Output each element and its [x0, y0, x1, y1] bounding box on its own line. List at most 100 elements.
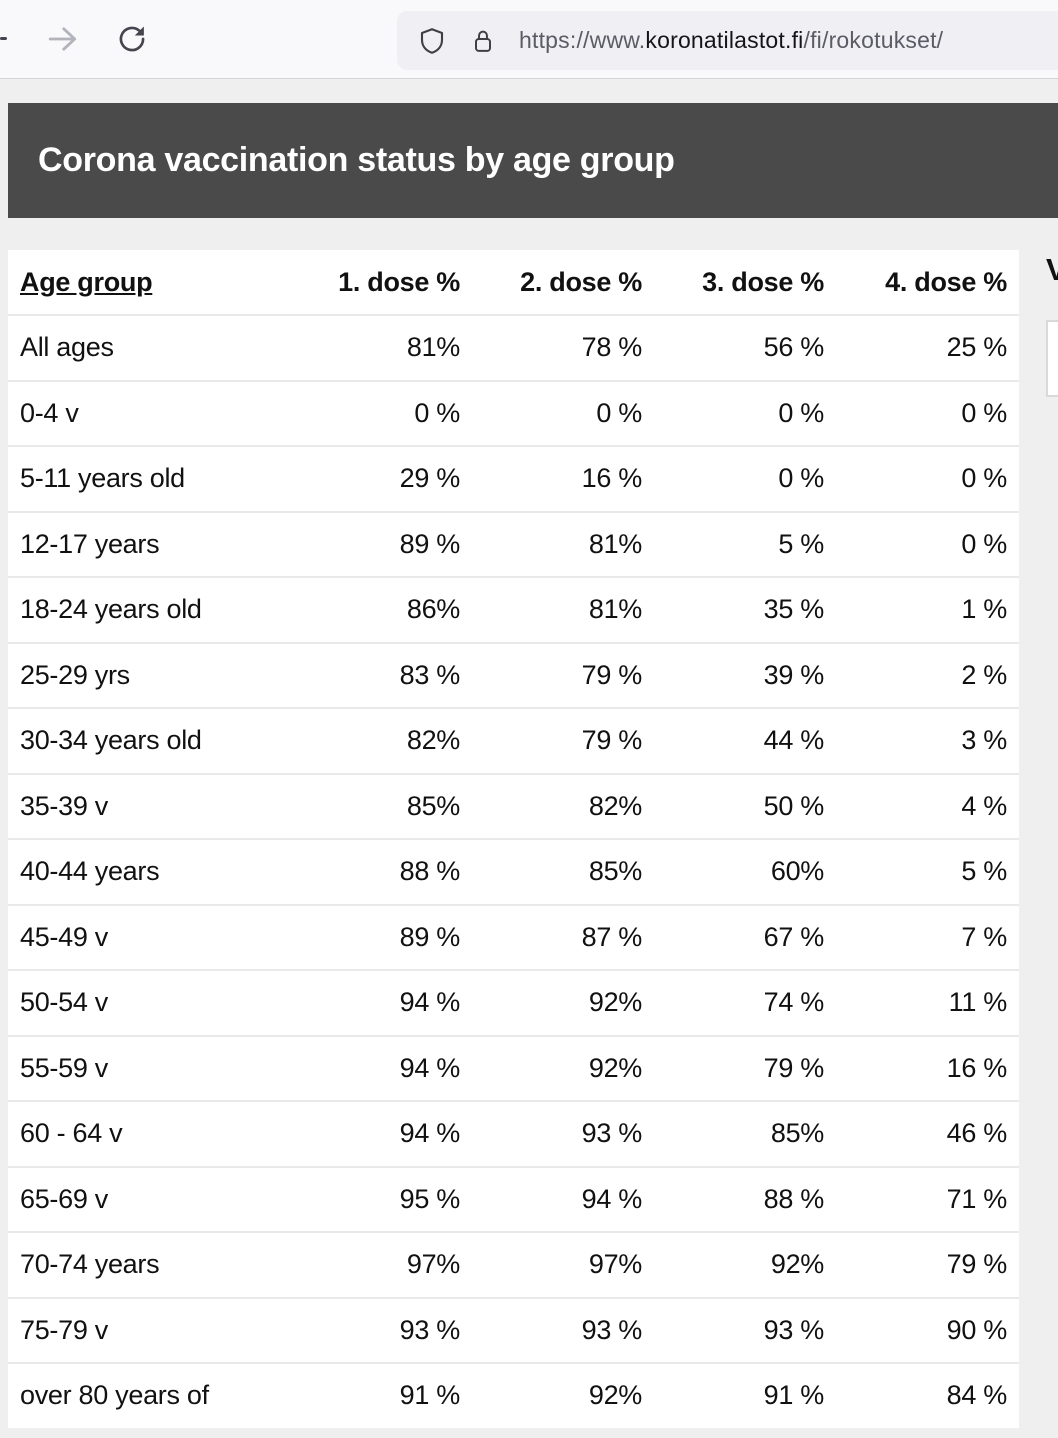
dose3-cell: 0 % — [643, 446, 825, 513]
dose1-cell: 93 % — [279, 1297, 461, 1364]
dose2-cell: 93 % — [461, 1101, 643, 1168]
dose2-cell: 92% — [461, 1363, 643, 1428]
dose1-cell: 82% — [279, 708, 461, 775]
age-group-cell: 0-4 v — [8, 380, 279, 447]
dose4-cell: 5 % — [825, 839, 1019, 906]
dose4-cell: 46 % — [825, 1101, 1019, 1168]
dose3-cell: 60% — [643, 839, 825, 906]
dose4-cell: 11 % — [825, 970, 1019, 1037]
dose3-cell: 79 % — [643, 1035, 825, 1102]
table-row: 60 - 64 v 94 % 93 % 85% 46 % — [8, 1101, 1019, 1168]
dose3-cell: 56 % — [643, 315, 825, 382]
dose4-cell: 71 % — [825, 1166, 1019, 1233]
dose1-cell: 89 % — [279, 904, 461, 971]
age-group-cell: 45-49 v — [8, 904, 279, 971]
page-header: Corona vaccination status by age group — [8, 103, 1058, 218]
dose1-cell: 85% — [279, 773, 461, 840]
dose4-cell: 84 % — [825, 1363, 1019, 1428]
dose3-cell: 39 % — [643, 642, 825, 709]
dose3-cell: 85% — [643, 1101, 825, 1168]
dose2-cell: 94 % — [461, 1166, 643, 1233]
dose1-cell: 91 % — [279, 1363, 461, 1428]
column-header-age-group[interactable]: Age group — [20, 266, 153, 297]
dose3-cell: 35 % — [643, 577, 825, 644]
dose3-cell: 91 % — [643, 1363, 825, 1428]
shield-icon[interactable] — [417, 26, 447, 56]
dose1-cell: 95 % — [279, 1166, 461, 1233]
age-group-cell: 30-34 years old — [8, 708, 279, 775]
table-row: 30-34 years old 82% 79 % 44 % 3 % — [8, 708, 1019, 775]
page-title: Corona vaccination status by age group — [38, 141, 675, 179]
dose1-cell: 88 % — [279, 839, 461, 906]
age-group-cell: over 80 years of — [8, 1363, 279, 1428]
vaccination-table: Age group 1. dose % 2. dose % 3. dose % … — [8, 250, 1019, 1428]
lock-icon[interactable] — [469, 26, 497, 56]
dose4-cell: 7 % — [825, 904, 1019, 971]
dose4-cell: 0 % — [825, 380, 1019, 447]
back-icon[interactable] — [0, 37, 7, 40]
dose2-cell: 81% — [461, 577, 643, 644]
table-header-row: Age group 1. dose % 2. dose % 3. dose % … — [8, 250, 1019, 316]
reload-icon[interactable] — [116, 23, 148, 60]
dose1-cell: 86% — [279, 577, 461, 644]
table-row: 50-54 v 94 % 92% 74 % 11 % — [8, 970, 1019, 1037]
age-group-cell: 18-24 years old — [8, 577, 279, 644]
dose2-cell: 93 % — [461, 1297, 643, 1364]
dose1-cell: 29 % — [279, 446, 461, 513]
dose1-cell: 0 % — [279, 380, 461, 447]
age-group-cell: 55-59 v — [8, 1035, 279, 1102]
dose2-cell: 81% — [461, 511, 643, 578]
dose4-cell: 3 % — [825, 708, 1019, 775]
dose2-cell: 92% — [461, 970, 643, 1037]
dose2-cell: 97% — [461, 1232, 643, 1299]
column-header-dose3: 3. dose % — [643, 250, 825, 316]
dose2-cell: 82% — [461, 773, 643, 840]
dose3-cell: 92% — [643, 1232, 825, 1299]
dose2-cell: 16 % — [461, 446, 643, 513]
age-group-cell: 25-29 yrs — [8, 642, 279, 709]
table-row: 65-69 v 95 % 94 % 88 % 71 % — [8, 1166, 1019, 1233]
table-row: 35-39 v 85% 82% 50 % 4 % — [8, 773, 1019, 840]
side-panel-card — [1046, 320, 1058, 397]
url-domain: koronatilastot.fi — [645, 27, 804, 53]
dose4-cell: 2 % — [825, 642, 1019, 709]
table-row: 25-29 yrs 83 % 79 % 39 % 2 % — [8, 642, 1019, 709]
dose3-cell: 74 % — [643, 970, 825, 1037]
url-bar[interactable]: https://www.koronatilastot.fi/fi/rokotuk… — [397, 11, 1058, 70]
dose1-cell: 81% — [279, 315, 461, 382]
table-row: 40-44 years 88 % 85% 60% 5 % — [8, 839, 1019, 906]
dose4-cell: 0 % — [825, 446, 1019, 513]
dose2-cell: 92% — [461, 1035, 643, 1102]
age-group-cell: 70-74 years — [8, 1232, 279, 1299]
url-path: /fi/rokotukset/ — [803, 27, 944, 53]
dose1-cell: 94 % — [279, 1101, 461, 1168]
age-group-cell: 65-69 v — [8, 1166, 279, 1233]
dose2-cell: 78 % — [461, 315, 643, 382]
dose3-cell: 0 % — [643, 380, 825, 447]
dose4-cell: 4 % — [825, 773, 1019, 840]
dose4-cell: 90 % — [825, 1297, 1019, 1364]
dose1-cell: 83 % — [279, 642, 461, 709]
dose2-cell: 85% — [461, 839, 643, 906]
table-row: All ages 81% 78 % 56 % 25 % — [8, 315, 1019, 382]
age-group-cell: 50-54 v — [8, 970, 279, 1037]
url-text: https://www.koronatilastot.fi/fi/rokotuk… — [519, 27, 943, 54]
table-row: 75-79 v 93 % 93 % 93 % 90 % — [8, 1297, 1019, 1364]
column-header-dose2: 2. dose % — [461, 250, 643, 316]
side-panel-heading: V — [1046, 252, 1058, 287]
forward-icon[interactable] — [45, 21, 81, 62]
table-row: 45-49 v 89 % 87 % 67 % 7 % — [8, 904, 1019, 971]
dose3-cell: 93 % — [643, 1297, 825, 1364]
dose4-cell: 1 % — [825, 577, 1019, 644]
table-row: 18-24 years old 86% 81% 35 % 1 % — [8, 577, 1019, 644]
dose3-cell: 5 % — [643, 511, 825, 578]
column-header-dose4: 4. dose % — [825, 250, 1019, 316]
browser-toolbar: https://www.koronatilastot.fi/fi/rokotuk… — [0, 0, 1058, 79]
table-row: 55-59 v 94 % 92% 79 % 16 % — [8, 1035, 1019, 1102]
age-group-cell: 75-79 v — [8, 1297, 279, 1364]
table-row: 12-17 years 89 % 81% 5 % 0 % — [8, 511, 1019, 578]
dose3-cell: 44 % — [643, 708, 825, 775]
dose2-cell: 79 % — [461, 642, 643, 709]
table-row: over 80 years of 91 % 92% 91 % 84 % — [8, 1363, 1019, 1428]
dose1-cell: 97% — [279, 1232, 461, 1299]
